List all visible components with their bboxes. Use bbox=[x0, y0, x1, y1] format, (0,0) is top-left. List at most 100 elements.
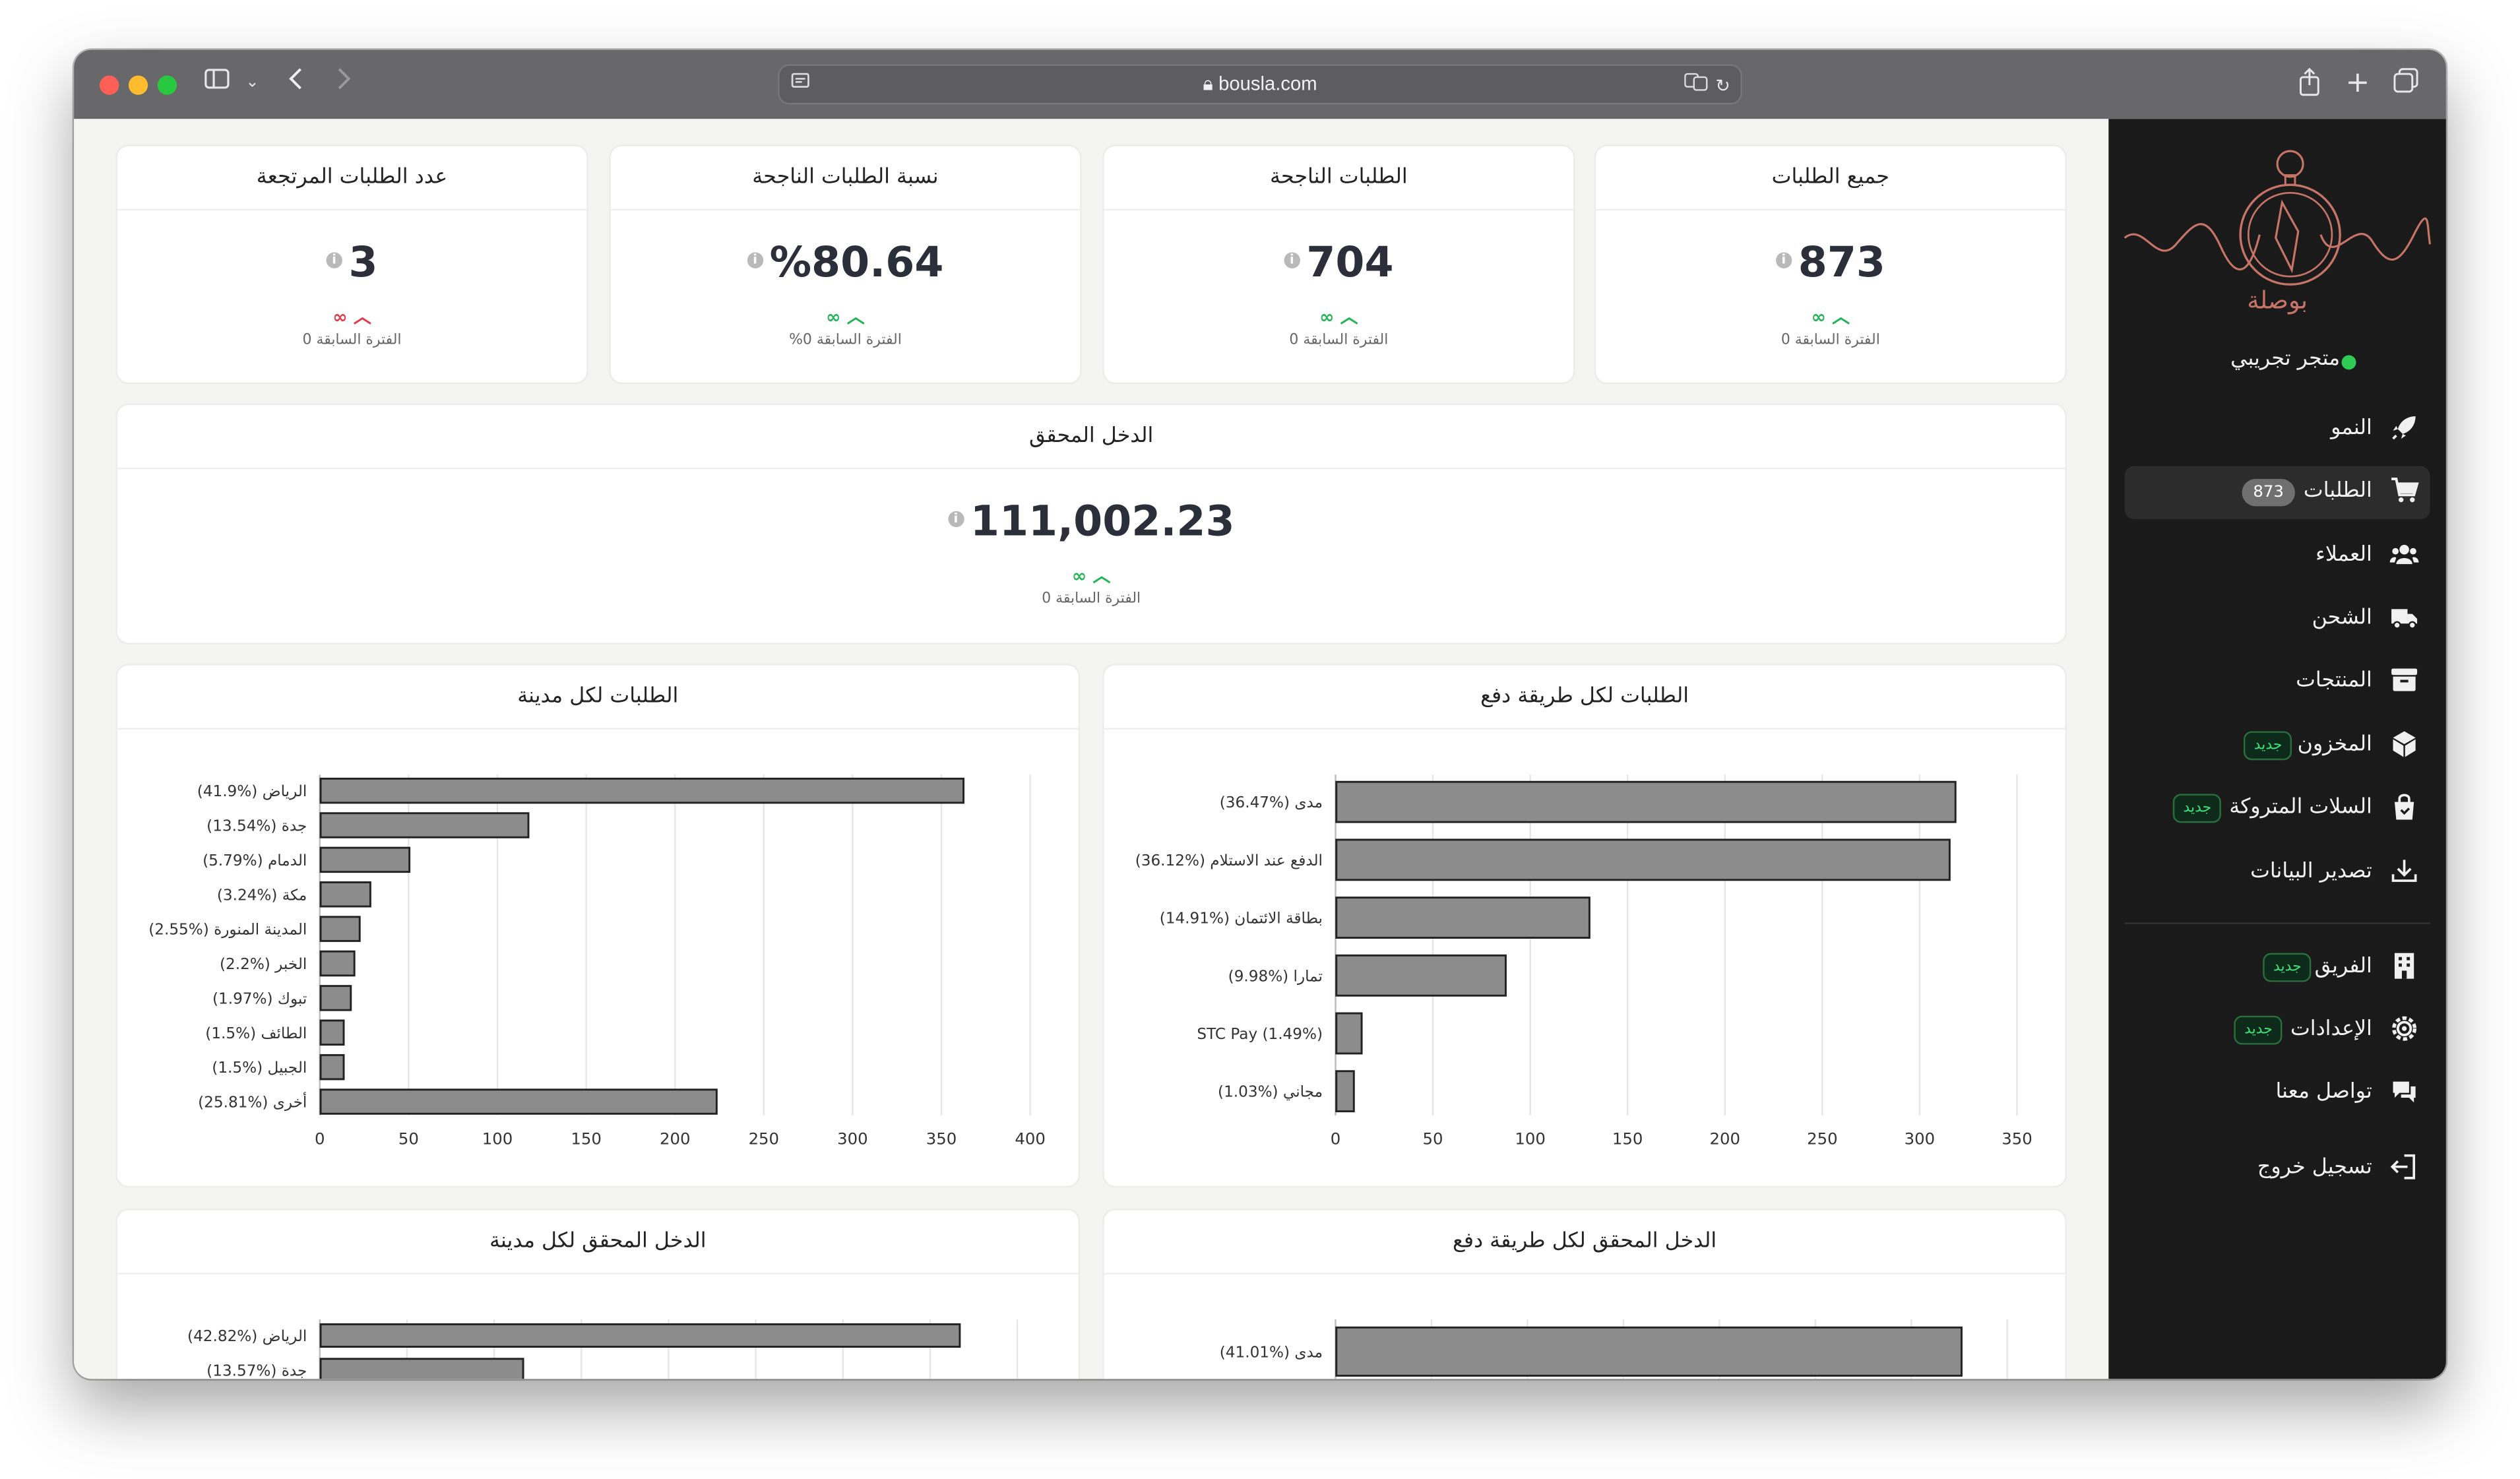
chevron-down-icon[interactable]: ⌄ bbox=[245, 74, 259, 92]
online-status-dot bbox=[2341, 355, 2356, 370]
store-name[interactable]: متجر تجريبي bbox=[2230, 347, 2341, 371]
lock-icon: 🔒︎ bbox=[1203, 72, 1213, 95]
stat-value: i %80.64 bbox=[611, 239, 1080, 288]
chart-title: الدخل المحقق لكل مدينة bbox=[117, 1210, 1079, 1274]
page-menu-icon[interactable] bbox=[789, 71, 811, 103]
stat-title: عدد الطلبات المرتجعة bbox=[117, 146, 587, 211]
logo-text: بوصلة bbox=[2247, 286, 2308, 315]
bar[interactable] bbox=[1335, 954, 1507, 997]
sidebar-item-label: تصدير البيانات bbox=[2250, 860, 2372, 884]
stat-card-success-rate: نسبة الطلبات الناجحة i %80.64 ∞ ︿ %0 الفت… bbox=[609, 144, 1082, 385]
new-badge: جديد bbox=[2263, 953, 2312, 982]
sidebar-item-abandoned-carts[interactable]: السلات المتروكة جديد bbox=[2125, 782, 2430, 835]
maximize-window-button[interactable] bbox=[157, 75, 177, 95]
sidebar-toggle-icon[interactable] bbox=[203, 67, 232, 100]
bar[interactable] bbox=[319, 812, 530, 838]
bar[interactable] bbox=[1335, 838, 1951, 881]
minimize-window-button[interactable] bbox=[128, 75, 148, 95]
previous-period: 0 الفترة السابقة bbox=[1780, 332, 1880, 349]
x-tick-label: 50 bbox=[398, 1129, 419, 1149]
bar[interactable] bbox=[1335, 897, 1591, 939]
brand-logo[interactable]: بوصلة bbox=[2122, 141, 2434, 318]
sidebar-item-orders[interactable]: الطلبات 873 bbox=[2124, 466, 2430, 519]
bar[interactable] bbox=[319, 1054, 345, 1081]
orders-by-city-chart: 0 50 100 150 200 250 300 350 400 الرياض (%41.9) جد… bbox=[148, 774, 1046, 1149]
previous-period: 0 الفترة السابقة bbox=[1042, 591, 1141, 608]
info-icon[interactable]: i bbox=[947, 510, 964, 526]
sidebar-item-label: الإعدادات bbox=[2290, 1017, 2372, 1042]
bar[interactable] bbox=[319, 777, 964, 804]
info-icon[interactable]: i bbox=[1284, 251, 1300, 268]
building-icon bbox=[2388, 951, 2420, 984]
cart-icon bbox=[2388, 476, 2420, 508]
info-icon[interactable]: i bbox=[1775, 251, 1792, 268]
bar[interactable] bbox=[319, 1323, 961, 1348]
chart-card-orders-by-payment: الطلبات لكل طريقة دفع 0 50 100 150 200 250 300… bbox=[1102, 664, 2067, 1188]
new-tab-icon[interactable]: + bbox=[2345, 65, 2370, 100]
sidebar-item-products[interactable]: المنتجات bbox=[2125, 656, 2430, 708]
income-title: الدخل المحقق bbox=[117, 405, 2065, 470]
bar[interactable] bbox=[319, 1358, 524, 1379]
category-label: مكة (%3.24) bbox=[217, 887, 307, 904]
sidebar-item-label: الفريق bbox=[2314, 955, 2372, 979]
x-tick-label: 250 bbox=[1807, 1129, 1838, 1149]
category-label: بطاقة الائتمان (%14.91) bbox=[1160, 910, 1323, 928]
address-bar[interactable]: 🔒︎ bousla.com ↻ bbox=[778, 64, 1742, 105]
bar[interactable] bbox=[319, 881, 371, 908]
x-tick-label: 150 bbox=[571, 1129, 602, 1149]
x-tick-label: 300 bbox=[837, 1129, 868, 1149]
sidebar-item-settings[interactable]: الإعدادات جديد bbox=[2125, 1005, 2430, 1057]
category-label: الرياض (%41.9) bbox=[197, 783, 307, 800]
tab-overview-icon[interactable] bbox=[2391, 67, 2420, 100]
category-label: أخرى (%25.81) bbox=[198, 1092, 307, 1112]
bar[interactable] bbox=[1335, 1326, 1963, 1377]
sidebar-item-label: تسجيل خروج bbox=[2257, 1155, 2372, 1180]
forward-arrow-icon[interactable] bbox=[331, 67, 357, 100]
bar[interactable] bbox=[319, 846, 411, 873]
stat-title: نسبة الطلبات الناجحة bbox=[610, 146, 1081, 211]
translate-icon[interactable] bbox=[1683, 71, 1709, 103]
sidebar-item-shipping[interactable]: الشحن bbox=[2125, 593, 2430, 646]
stat-card-all-orders: جميع الطلبات i 873 ∞ ︿ 0 الفترة السابقة bbox=[1594, 144, 2067, 385]
share-icon[interactable] bbox=[2295, 67, 2324, 100]
trend-indicator: ∞ ︿ bbox=[117, 303, 586, 329]
info-icon[interactable]: i bbox=[747, 251, 763, 268]
sidebar-item-growth[interactable]: النمو bbox=[2125, 403, 2430, 456]
category-label: تبوك (%1.97) bbox=[212, 990, 307, 1007]
sidebar-item-team[interactable]: الفريق جديد bbox=[2125, 942, 2430, 995]
income-by-payment-chart: مدى (%41.01) bbox=[1220, 1319, 2009, 1379]
sidebar-item-contact-us[interactable]: تواصل معنا bbox=[2125, 1067, 2430, 1120]
reload-icon[interactable]: ↻ bbox=[1715, 75, 1730, 97]
back-arrow-icon[interactable] bbox=[283, 67, 309, 100]
bar[interactable] bbox=[1335, 1070, 1355, 1113]
arrow-up-icon: ︿ bbox=[846, 307, 865, 328]
bag-icon bbox=[2388, 792, 2420, 825]
sidebar-item-label: المنتجات bbox=[2296, 668, 2372, 693]
new-badge: جديد bbox=[2244, 731, 2292, 761]
x-tick-label: 0 bbox=[1331, 1129, 1341, 1149]
rocket-icon bbox=[2388, 413, 2420, 445]
browser-toolbar: ⌄ 🔒︎ bousla.com ↻ bbox=[74, 49, 2446, 119]
sidebar-item-inventory[interactable]: المخزون جديد bbox=[2125, 720, 2430, 772]
sidebar-item-export-data[interactable]: تصدير البيانات bbox=[2125, 847, 2430, 900]
bar[interactable] bbox=[1335, 780, 1957, 823]
bar[interactable] bbox=[319, 985, 352, 1011]
bar[interactable] bbox=[319, 950, 356, 977]
arrow-up-icon: ︿ bbox=[1832, 307, 1850, 328]
category-label: تمارا (%9.98) bbox=[1228, 968, 1323, 985]
chat-icon bbox=[2388, 1077, 2420, 1109]
x-tick-label: 50 bbox=[1423, 1129, 1443, 1149]
bar[interactable] bbox=[1335, 1012, 1363, 1055]
bar[interactable] bbox=[319, 916, 361, 942]
infinity-text: ∞ bbox=[332, 307, 348, 328]
category-label: الرياض (%42.82) bbox=[187, 1328, 307, 1345]
bar[interactable] bbox=[319, 1019, 345, 1046]
info-icon[interactable]: i bbox=[326, 251, 342, 268]
sidebar-item-label: السلات المتروكة bbox=[2229, 795, 2372, 820]
sidebar-item-label: المخزون bbox=[2297, 732, 2372, 757]
chart-card-orders-by-city: الطلبات لكل مدينة 0 50 100 150 200 250 300 350 4… bbox=[115, 664, 1081, 1188]
bar[interactable] bbox=[319, 1088, 718, 1115]
sidebar-item-logout[interactable]: تسجيل خروج bbox=[2125, 1143, 2430, 1195]
sidebar-item-customers[interactable]: العملاء bbox=[2125, 530, 2430, 583]
close-window-button[interactable] bbox=[100, 75, 119, 95]
